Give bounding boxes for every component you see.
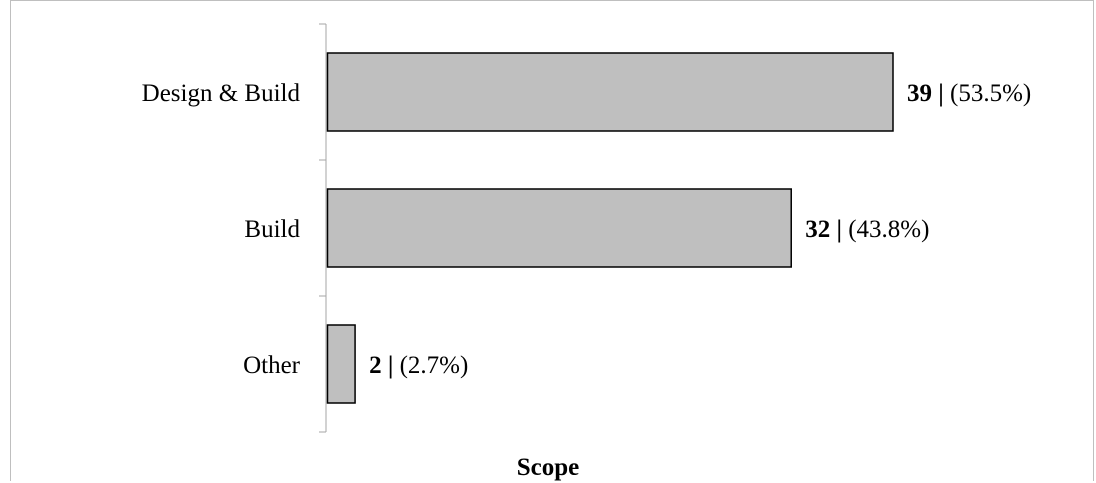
bar <box>326 324 356 404</box>
bar <box>326 52 894 132</box>
category-label: Design & Build <box>142 80 301 107</box>
data-label: 32 | (43.8%) <box>805 216 929 243</box>
data-label-percent: (53.5%) <box>944 80 1031 107</box>
chart-frame <box>10 0 1094 481</box>
data-label-value: 39 | <box>907 80 944 107</box>
data-label-percent: (43.8%) <box>842 216 929 243</box>
data-label-value: 2 | <box>369 352 393 379</box>
axis-layer <box>319 23 327 433</box>
labels-layer: Design & Build 39 | (53.5%) Build 32 | (43.… <box>142 80 1032 379</box>
bar <box>326 188 792 268</box>
x-axis-title: Scope <box>517 454 580 481</box>
data-label-percent: (2.7%) <box>393 352 468 379</box>
data-label: 2 | (2.7%) <box>369 352 468 379</box>
data-label-value: 32 | <box>805 216 842 243</box>
bars-layer <box>326 52 894 404</box>
category-label: Build <box>244 216 300 243</box>
category-label: Other <box>243 352 301 379</box>
data-label: 39 | (53.5%) <box>907 80 1031 107</box>
